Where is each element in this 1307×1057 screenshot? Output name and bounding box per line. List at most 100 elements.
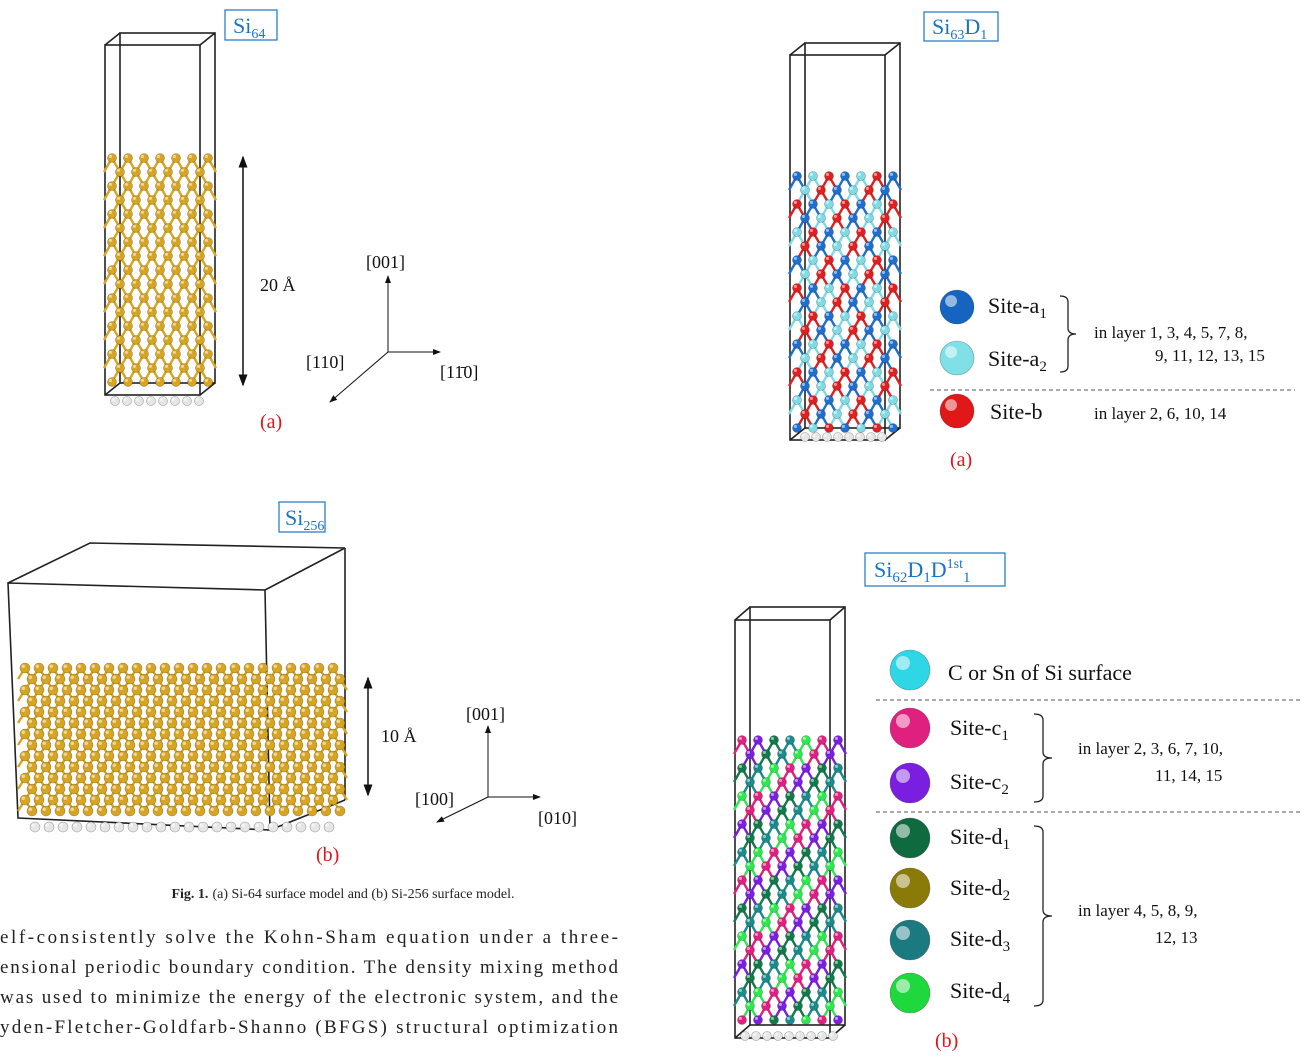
atom-highlight [141, 267, 144, 270]
atom-highlight [162, 775, 166, 779]
atom [794, 974, 803, 983]
atom [244, 773, 254, 783]
atom-highlight [148, 731, 152, 735]
axis-label: [11̄0] [440, 362, 478, 382]
atom-highlight [882, 243, 885, 246]
atom-highlight [779, 1003, 782, 1006]
atom [216, 729, 226, 739]
atom-highlight [155, 720, 159, 724]
atom-highlight [330, 775, 334, 779]
atom [55, 784, 65, 794]
atom-highlight [803, 765, 806, 768]
atom-highlight [22, 709, 26, 713]
label-base: D [931, 557, 947, 582]
atom-highlight [162, 797, 166, 801]
legend-sub: 4 [1003, 991, 1011, 1007]
atom-highlight [826, 341, 829, 344]
atom-highlight [36, 687, 40, 691]
atom-highlight [323, 808, 327, 812]
atom-highlight [141, 720, 145, 724]
atom-highlight [890, 257, 893, 260]
atom [802, 1016, 811, 1025]
atom [223, 696, 233, 706]
atom [116, 252, 125, 261]
atom [754, 1016, 763, 1025]
atom [802, 820, 811, 829]
atom-highlight [747, 891, 750, 894]
label-sub: 63 [950, 28, 964, 43]
atom-highlight [253, 786, 257, 790]
atom-highlight [858, 201, 861, 204]
atom [857, 340, 866, 349]
legend-label: Site-a1 [988, 293, 1047, 322]
atom-highlight [771, 933, 774, 936]
atom-highlight [232, 665, 236, 669]
atom-highlight [141, 676, 145, 680]
atom [763, 1032, 772, 1041]
atom-highlight [162, 753, 166, 757]
atom-highlight [739, 849, 742, 852]
atom [746, 1002, 755, 1011]
atom-highlight [183, 676, 187, 680]
atom-highlight [819, 821, 822, 824]
atom-highlight [811, 947, 814, 950]
atom [244, 685, 254, 695]
atom [204, 182, 213, 191]
atom-highlight [753, 1033, 756, 1036]
atom [793, 424, 802, 433]
atom [48, 729, 58, 739]
atom-highlight [739, 821, 742, 824]
atom-highlight [295, 698, 299, 702]
atom [258, 773, 268, 783]
atom-highlight [330, 731, 334, 735]
atom [62, 751, 72, 761]
atom [174, 663, 184, 673]
atom-highlight [225, 742, 229, 746]
atom-highlight [795, 863, 798, 866]
atom [809, 340, 818, 349]
atom [793, 200, 802, 209]
atom [889, 424, 898, 433]
atom-highlight [218, 775, 222, 779]
atom-highlight [134, 797, 138, 801]
atom [873, 340, 882, 349]
atom [55, 696, 65, 706]
atom-highlight [826, 425, 829, 428]
atom-highlight [205, 239, 208, 242]
atom-highlight [148, 797, 152, 801]
atom [849, 242, 858, 251]
atom [128, 822, 138, 832]
atom-highlight [794, 229, 797, 232]
atom-highlight [890, 397, 893, 400]
atom-highlight [835, 765, 838, 768]
atom-highlight [779, 919, 782, 922]
atom [826, 750, 835, 759]
atom [778, 918, 787, 927]
atom-highlight [896, 769, 910, 783]
atom-highlight [819, 989, 822, 992]
atom [34, 729, 44, 739]
panel-tag: (a) [260, 411, 282, 433]
atom [180, 280, 189, 289]
atom-highlight [205, 183, 208, 186]
atom [300, 795, 310, 805]
atom-highlight [165, 225, 168, 228]
atom-highlight [755, 961, 758, 964]
atom [817, 270, 826, 279]
atom [849, 270, 858, 279]
atom [754, 988, 763, 997]
atom-highlight [141, 698, 145, 702]
atom-highlight [779, 863, 782, 866]
atom [90, 751, 100, 761]
label-base: Si [874, 557, 892, 582]
atom-highlight [795, 891, 798, 894]
atom-highlight [803, 737, 806, 740]
axis-label: [001] [466, 704, 505, 724]
text-line: ensional periodic boundary condition. Th… [0, 957, 618, 978]
atom [801, 382, 810, 391]
atom [786, 988, 795, 997]
atom-highlight [165, 169, 168, 172]
atom-highlight [190, 687, 194, 691]
atom-highlight [835, 434, 838, 437]
atom [90, 707, 100, 717]
